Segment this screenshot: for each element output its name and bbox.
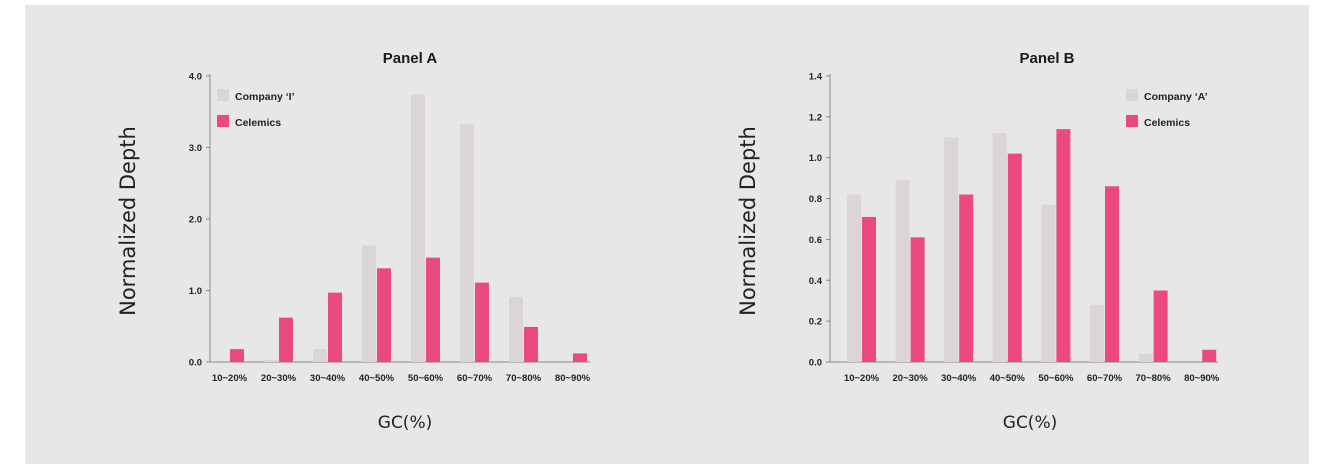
bar-celemics-3 [328, 292, 342, 362]
chart-title: Panel B [1019, 50, 1074, 67]
y-tick-label: 1.2 [809, 112, 822, 123]
y-tick-label: 0.6 [809, 235, 822, 246]
x-tick-label: 50~60% [408, 373, 444, 384]
bar-competitor-3 [313, 349, 327, 362]
x-axis-label: GC(%) [378, 413, 432, 433]
x-tick-label: 20~30% [261, 373, 297, 384]
x-tick-label: 30~40% [941, 373, 977, 384]
bar-celemics-5 [1056, 129, 1071, 362]
bar-celemics-7 [1153, 290, 1168, 362]
legend-swatch-2 [217, 115, 229, 127]
bar-celemics-7 [524, 326, 538, 362]
bar-celemics-6 [475, 282, 489, 362]
x-tick-label: 60~70% [457, 373, 493, 384]
y-tick-label: 2.0 [189, 215, 202, 226]
bar-competitor-6 [460, 123, 474, 362]
bar-celemics-1 [862, 216, 876, 362]
x-tick-label: 10~20% [212, 373, 248, 384]
bar-competitor-7 [509, 296, 523, 362]
bar-competitor-2 [895, 180, 910, 362]
bar-celemics-4 [1007, 153, 1022, 362]
y-axis-label: Normalized Depth [116, 126, 140, 316]
x-tick-label: 80~90% [1184, 373, 1220, 384]
y-tick-label: 0.0 [189, 358, 202, 369]
x-tick-label: 80~90% [555, 373, 591, 384]
x-tick-label: 70~80% [1136, 373, 1172, 384]
legend-label-1: Company ‘A’ [1144, 91, 1208, 103]
bar-celemics-5 [426, 257, 440, 362]
y-tick-label: 1.0 [809, 153, 822, 164]
y-tick-label: 0.8 [809, 194, 822, 205]
y-axis-label: Normalized Depth [736, 126, 760, 316]
bar-competitor-3 [944, 137, 959, 362]
bar-competitor-1 [847, 194, 861, 362]
legend-label-2: Celemics [1144, 117, 1190, 129]
bar-competitor-7 [1138, 353, 1153, 362]
x-axis-label: GC(%) [1003, 413, 1057, 433]
figure-background [25, 5, 1309, 464]
bar-celemics-8 [573, 353, 587, 362]
bar-celemics-2 [910, 237, 925, 362]
y-tick-label: 3.0 [189, 143, 202, 154]
bar-celemics-1 [230, 349, 244, 362]
bar-celemics-4 [377, 268, 391, 362]
bar-competitor-5 [411, 94, 425, 362]
bar-celemics-6 [1105, 186, 1119, 362]
y-tick-label: 0.2 [809, 317, 822, 328]
x-tick-label: 40~50% [359, 373, 395, 384]
legend-swatch-1 [217, 89, 229, 101]
bar-celemics-8 [1202, 349, 1217, 362]
bar-competitor-5 [1041, 204, 1056, 362]
chart-title: Panel A [383, 50, 438, 67]
x-tick-label: 70~80% [506, 373, 542, 384]
y-tick-label: 0.4 [809, 276, 823, 287]
bar-competitor-4 [362, 245, 376, 362]
x-tick-label: 40~50% [990, 373, 1026, 384]
y-tick-label: 4.0 [189, 72, 202, 83]
y-tick-label: 1.0 [189, 286, 202, 297]
bar-celemics-3 [959, 194, 974, 362]
bar-celemics-2 [279, 317, 293, 362]
y-tick-label: 1.4 [809, 72, 823, 83]
legend-swatch-2 [1126, 115, 1138, 127]
bar-competitor-4 [992, 133, 1007, 362]
y-tick-label: 0.0 [809, 358, 822, 369]
legend-label-1: Company ‘I’ [235, 91, 295, 103]
bar-competitor-2 [264, 359, 278, 362]
x-tick-label: 30~40% [310, 373, 346, 384]
chart-panel-a: Panel A Normalized Depth GC(%) 0.0 1.0 2.0 3.0… [116, 50, 591, 433]
x-tick-label: 10~20% [844, 373, 880, 384]
legend-swatch-1 [1126, 89, 1138, 101]
x-tick-label: 50~60% [1038, 373, 1074, 384]
x-tick-label: 20~30% [893, 373, 929, 384]
bar-competitor-6 [1090, 304, 1104, 362]
chart-panel-b: Panel B Normalized Depth GC(%) 0.0 0.2 0.4 0.6… [736, 50, 1220, 433]
legend-label-2: Celemics [235, 117, 281, 129]
x-tick-label: 60~70% [1087, 373, 1123, 384]
